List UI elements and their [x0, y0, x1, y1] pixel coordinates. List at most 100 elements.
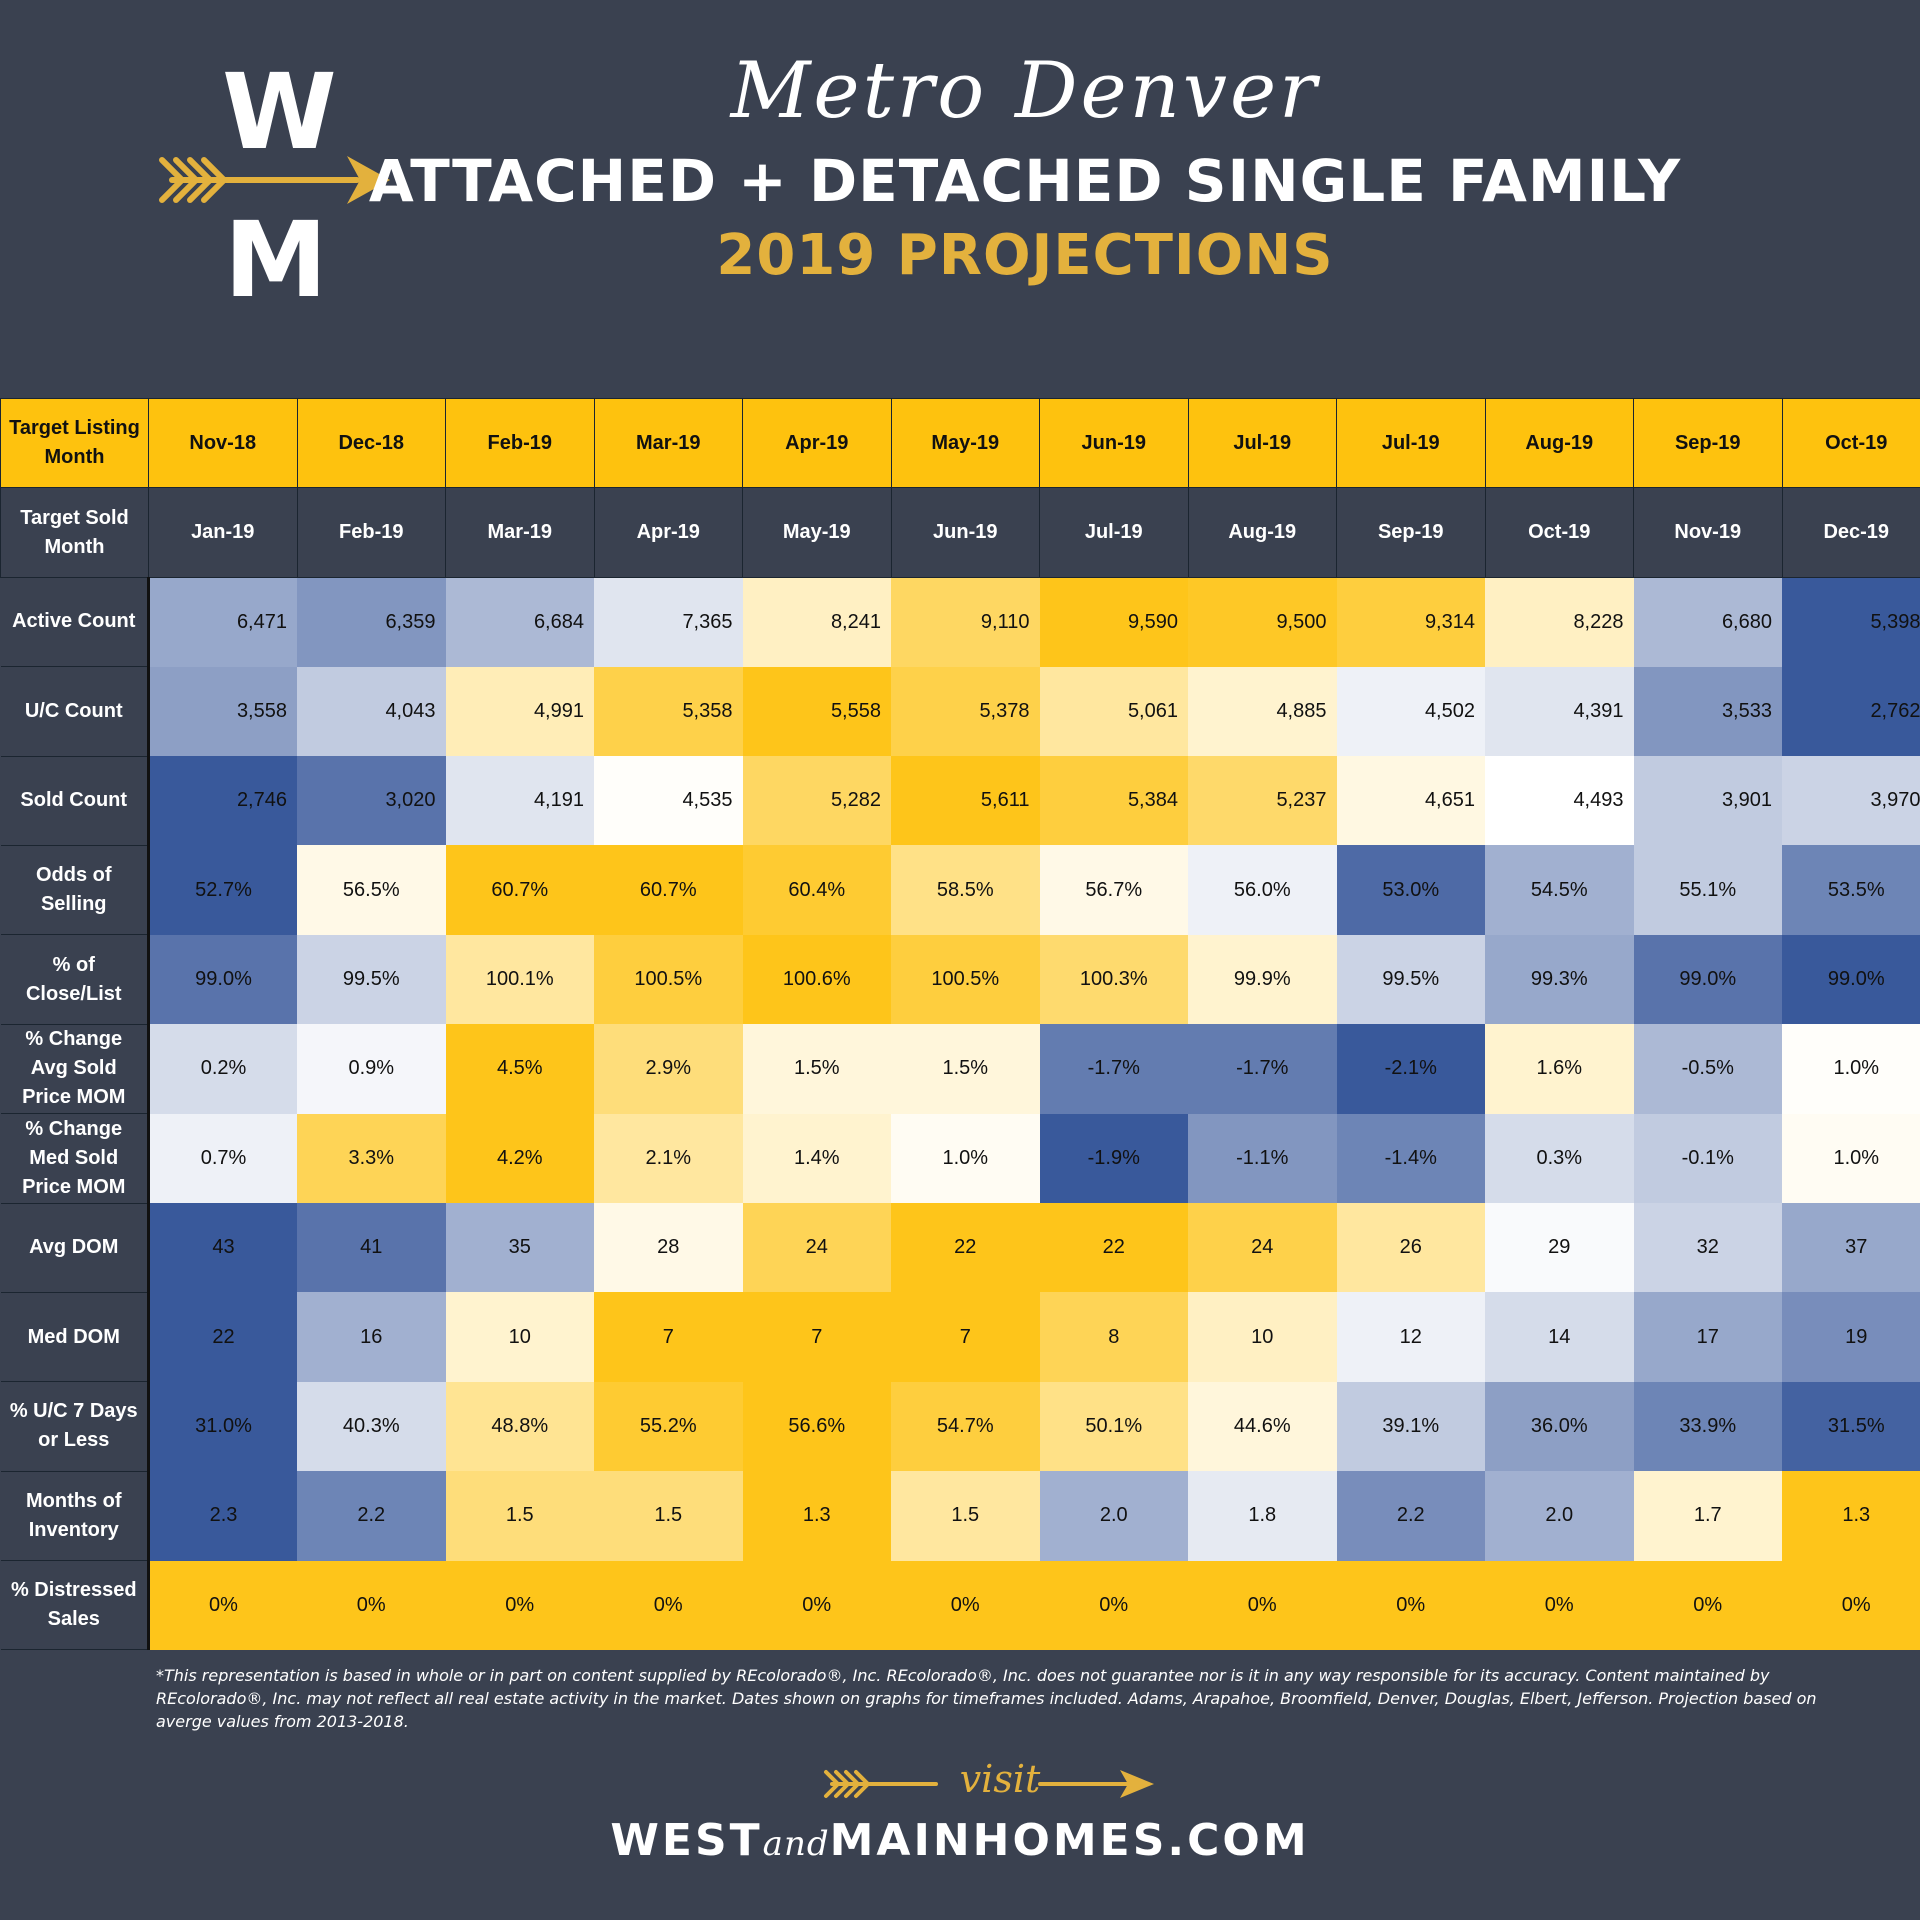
heatmap-cell: -1.7%: [1039, 1024, 1188, 1114]
heatmap-cell: 6,680: [1633, 577, 1782, 667]
heatmap-cell: 3.3%: [297, 1113, 446, 1204]
heatmap-cell: 40.3%: [297, 1381, 446, 1472]
heatmap-cell: 58.5%: [891, 845, 1040, 935]
heatmap-cell: 9,500: [1188, 577, 1337, 667]
row-label: Med DOM: [0, 1292, 150, 1383]
heatmap-cell: 9,590: [1039, 577, 1188, 667]
listing-month-tick: Jul-19: [1187, 397, 1337, 489]
website-part-west: WEST: [610, 1815, 763, 1866]
script-title: Metro Denver: [730, 46, 1320, 136]
heatmap-cell: 55.1%: [1633, 845, 1782, 935]
heatmap-cell: 36.0%: [1485, 1381, 1634, 1472]
heatmap-cell: 52.7%: [148, 845, 297, 935]
heatmap-cell: -1.7%: [1188, 1024, 1337, 1114]
header: W M Metro Denver ATTACHED + DETACHED SIN…: [0, 0, 1920, 400]
heatmap-cell: 7: [742, 1292, 891, 1382]
heatmap-cell: 24: [742, 1203, 891, 1293]
heatmap-cell: 24: [1188, 1203, 1337, 1293]
heatmap-cell: 4,191: [445, 756, 594, 846]
heatmap-cell: 2.2: [1336, 1471, 1485, 1561]
heatmap-cell: 0.2%: [148, 1024, 297, 1114]
heatmap-cell: 99.0%: [1633, 934, 1782, 1025]
heatmap-cell: 0%: [297, 1560, 446, 1650]
sold-month-tick: Jan-19: [148, 487, 298, 578]
heatmap-cell: 37: [1782, 1203, 1920, 1293]
heatmap-cell: 5,282: [742, 756, 891, 846]
listing-month-tick: Aug-19: [1484, 397, 1634, 489]
listing-month-tick: Sep-19: [1633, 397, 1783, 489]
heatmap-cell: 100.3%: [1039, 934, 1188, 1025]
listing-month-tick: Apr-19: [742, 397, 892, 489]
heatmap-row: Months of Inventory 2.3 2.2 1.5 1.5 1.3 1.5 2.0…: [0, 1471, 1920, 1562]
row-label: U/C Count: [0, 666, 150, 757]
heatmap-cell: 1.7: [1633, 1471, 1782, 1561]
heatmap-cell: 0%: [891, 1560, 1040, 1650]
heatmap-row: % Change Avg Sold Price MOM 0.2% 0.9% 4.5% 2…: [0, 1024, 1920, 1115]
website-part-and: and: [762, 1824, 830, 1864]
row-label: % Change Med Sold Price MOM: [0, 1113, 150, 1204]
heatmap-row: % Change Med Sold Price MOM 0.7% 3.3% 4.2% 2…: [0, 1113, 1920, 1204]
heatmap-cell: 4.2%: [445, 1113, 594, 1204]
heatmap-cell: 4,885: [1188, 666, 1337, 757]
heatmap-cell: 54.7%: [891, 1381, 1040, 1472]
heatmap-row: Odds of Selling 52.7% 56.5% 60.7% 60.7% 60.4%…: [0, 845, 1920, 936]
heatmap-cell: 0%: [594, 1560, 743, 1650]
heatmap-cell: -0.1%: [1633, 1113, 1782, 1204]
heatmap-cell: 0%: [1188, 1560, 1337, 1650]
heatmap-cell: 99.0%: [1782, 934, 1920, 1025]
heatmap-cell: 14: [1485, 1292, 1634, 1382]
heatmap-cell: 60.7%: [445, 845, 594, 935]
heatmap-cell: 5,611: [891, 756, 1040, 846]
visit-row: visit: [0, 1756, 1920, 1816]
heatmap-cell: 17: [1633, 1292, 1782, 1382]
heatmap-cell: 1.0%: [891, 1113, 1040, 1204]
heatmap-cell: 4,502: [1336, 666, 1485, 757]
listing-month-tick: Nov-18: [148, 397, 298, 489]
heatmap-cell: 22: [891, 1203, 1040, 1293]
projection-heatmap: Target Listing Month Nov-18 Dec-18 Feb-19 Ma…: [0, 397, 1920, 1651]
heatmap-cell: 2.2: [297, 1471, 446, 1561]
disclaimer-text: *This representation is based in whole o…: [156, 1666, 1817, 1731]
heatmap-cell: 48.8%: [445, 1381, 594, 1472]
heatmap-table: Target Listing Month Nov-18 Dec-18 Feb-19 Ma…: [0, 397, 1920, 1651]
heatmap-cell: 0%: [445, 1560, 594, 1650]
heatmap-cell: 56.6%: [742, 1381, 891, 1472]
heatmap-cell: 54.5%: [1485, 845, 1634, 935]
sold-month-tick: Nov-19: [1633, 487, 1783, 578]
sold-month-tick: Aug-19: [1187, 487, 1337, 578]
listing-month-tick: Jun-19: [1039, 397, 1189, 489]
heatmap-cell: -2.1%: [1336, 1024, 1485, 1114]
heatmap-cell: 0%: [1039, 1560, 1188, 1650]
heatmap-cell: 1.6%: [1485, 1024, 1634, 1114]
listing-month-label: Target Listing Month: [0, 397, 149, 489]
heatmap-cell: 99.5%: [297, 934, 446, 1025]
listing-month-tick: Dec-18: [296, 397, 446, 489]
heatmap-cell: 4,391: [1485, 666, 1634, 757]
heatmap-cell: 6,684: [445, 577, 594, 667]
heatmap-cell: 8,241: [742, 577, 891, 667]
heatmap-cell: 35: [445, 1203, 594, 1293]
row-label: Avg DOM: [0, 1203, 150, 1293]
heatmap-cell: 0%: [1336, 1560, 1485, 1650]
listing-month-tick: Oct-19: [1781, 397, 1920, 489]
heatmap-cell: -1.9%: [1039, 1113, 1188, 1204]
heatmap-cell: 22: [1039, 1203, 1188, 1293]
heatmap-row: U/C Count 3,558 4,043 4,991 5,358 5,558 5,378 5…: [0, 666, 1920, 757]
row-label: Active Count: [0, 577, 150, 668]
heatmap-cell: 4,043: [297, 666, 446, 757]
arrow-icon: [159, 156, 390, 204]
heatmap-cell: 7: [594, 1292, 743, 1382]
heatmap-cell: 5,061: [1039, 666, 1188, 757]
heatmap-cell: 0%: [742, 1560, 891, 1650]
heatmap-cell: 7: [891, 1292, 1040, 1382]
heatmap-cell: 4,535: [594, 756, 743, 846]
heatmap-cell: 2.0: [1485, 1471, 1634, 1561]
heatmap-cell: 4,493: [1485, 756, 1634, 846]
heatmap-cell: 99.5%: [1336, 934, 1485, 1025]
heatmap-cell: 56.0%: [1188, 845, 1337, 935]
heatmap-cell: 0.9%: [297, 1024, 446, 1114]
heatmap-cell: 32: [1633, 1203, 1782, 1293]
website-link[interactable]: WESTandMAINHOMES.COM: [0, 1816, 1920, 1869]
heatmap-cell: 0%: [1485, 1560, 1634, 1650]
heatmap-cell: 0%: [1782, 1560, 1920, 1650]
